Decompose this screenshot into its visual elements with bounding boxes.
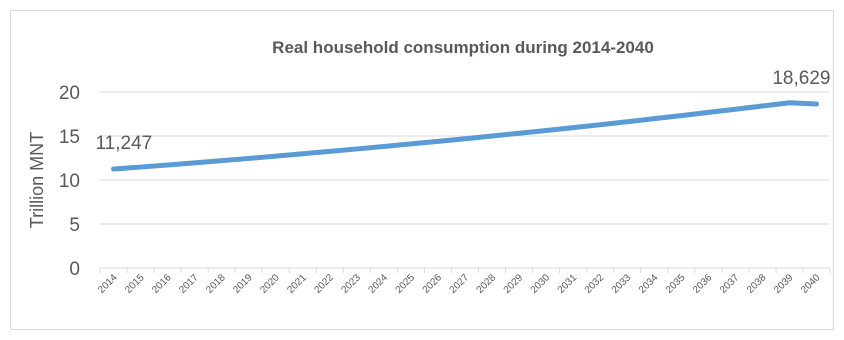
x-tick-label: 2025 [394,272,418,296]
x-tick-label: 2016 [150,272,174,296]
data-labels: 11,247 18,629 [96,68,831,154]
y-tick-label: 5 [69,215,80,236]
x-tick-label: 2015 [123,272,147,296]
x-tick-label: 2037 [718,272,742,296]
gridlines [100,91,830,269]
x-tick-label: 2021 [285,272,309,296]
series-line-0 [111,100,819,172]
x-tick-label: 2023 [339,272,363,296]
data-label-2040: 18,629 [772,68,830,89]
x-tick-label: 2018 [204,272,228,296]
x-tick-label: 2017 [177,272,201,296]
x-tick-label: 2020 [258,272,282,296]
x-tick-label: 2022 [312,272,336,296]
x-axis-ticks: 2014 2015 2016 2017 2018 2019 2020 2021 2022 2023… [96,268,831,296]
x-tick-label: 2030 [529,272,553,296]
x-tick-label: 2031 [556,272,580,296]
y-tick-label: 10 [59,171,80,192]
y-tick-label: 15 [59,127,80,148]
x-tick-label: 2034 [637,272,661,296]
x-tick-label: 2024 [366,272,390,296]
x-tick-label: 2040 [799,272,823,296]
data-label-2014: 11,247 [96,133,153,154]
x-tick-label: 2027 [448,272,472,296]
chart-frame [10,10,834,330]
x-tick-label: 2035 [664,272,688,296]
x-tick-label: 2028 [475,272,499,296]
x-tick-label: 2026 [421,272,445,296]
x-tick-label: 2014 [96,272,120,296]
x-tick-label: 2038 [745,272,769,296]
chart-title: Real household consumption during 2014-2… [272,38,654,57]
x-tick-label: 2032 [583,272,607,296]
y-axis-ticks: 0 5 10 15 20 [59,83,80,280]
series-layer [111,100,819,172]
x-tick-label: 2036 [691,272,715,296]
y-tick-label: 0 [69,259,80,280]
x-tick-label: 2019 [231,272,255,296]
y-tick-label: 20 [59,83,80,104]
x-tick-label: 2039 [772,272,796,296]
x-tick-label: 2029 [502,272,526,296]
y-axis-label: Trillion MNT [27,132,47,228]
x-tick-label: 2033 [610,272,634,296]
